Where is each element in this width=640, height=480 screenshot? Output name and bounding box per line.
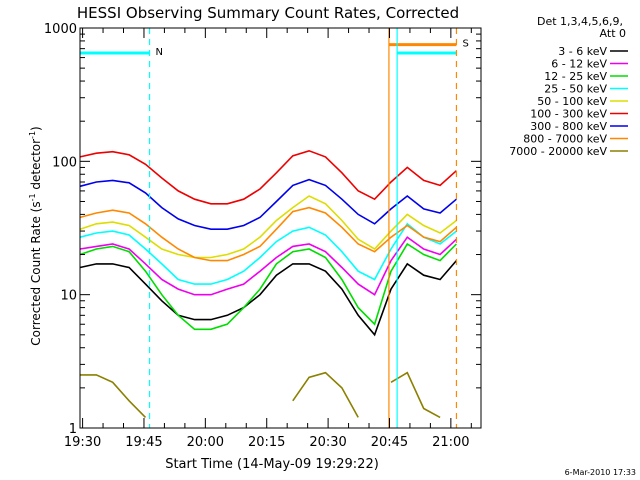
series-line-2: [79, 242, 457, 331]
series-line-0: [79, 260, 458, 337]
y-tick-label-2: 100: [52, 155, 77, 170]
footer-date: 6-Mar-2010 17:33: [565, 468, 636, 477]
legend-label-3: 25 - 50 keV: [544, 83, 607, 96]
x-axis-label: Start Time (14-May-09 19:29:22): [165, 457, 379, 472]
legend-label-6: 300 - 800 keV: [530, 120, 607, 133]
annotation-label-0: N: [156, 47, 163, 58]
x-tick-label-5: 20:45: [371, 435, 408, 450]
legend-label-8: 7000 - 20000 keV: [509, 145, 607, 158]
x-tick-label-0: 19:30: [64, 435, 101, 450]
plot-frame: [79, 27, 482, 429]
y-tick-label-3: 1000: [44, 22, 77, 37]
legend-header-2: Att 0: [600, 27, 626, 40]
legend-label-0: 3 - 6 keV: [558, 45, 607, 58]
series-line-3: [79, 222, 457, 285]
axes: 1 10 100 1000 19:30 19:45 20:00 20:15 20:30 20:45…: [44, 22, 482, 450]
legend-label-1: 6 - 12 keV: [551, 58, 607, 71]
chart-title: HESSI Observing Summary Count Rates, Cor…: [77, 4, 459, 22]
series-line-6: [79, 178, 457, 230]
x-tick-label-3: 20:15: [248, 435, 285, 450]
x-tick-label-4: 20:30: [309, 435, 346, 450]
series-line-5: [79, 149, 457, 205]
legend-label-2: 12 - 25 keV: [544, 70, 607, 83]
legend-header-1: Det 1,3,4,5,6,9,: [537, 15, 623, 28]
legend-label-7: 800 - 7000 keV: [523, 133, 607, 146]
x-tick-label-1: 19:45: [125, 435, 162, 450]
series-line-1: [79, 236, 457, 296]
annotation-label-1: S: [462, 39, 468, 50]
series-line-7: [79, 206, 457, 262]
legend-label-4: 50 - 100 keV: [537, 95, 607, 108]
series-line-8: [80, 371, 441, 419]
x-tick-label-6: 21:00: [432, 435, 469, 450]
y-tick-label-0: 1: [69, 422, 77, 437]
legend-label-5: 100 - 300 keV: [530, 108, 607, 121]
y-axis-label: Corrected Count Rate (s-1 detector-1): [28, 126, 43, 345]
plot-content: NS: [79, 28, 469, 428]
y-tick-label-1: 10: [60, 289, 77, 304]
x-tick-label-2: 20:00: [187, 435, 224, 450]
series-line-4: [79, 195, 457, 259]
